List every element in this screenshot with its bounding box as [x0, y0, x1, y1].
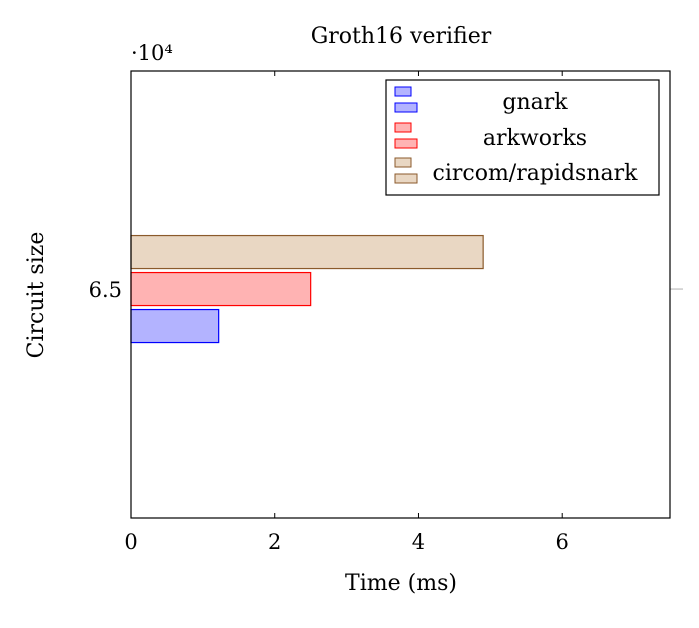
- legend-swatch-gnark: [394, 86, 412, 97]
- bar-arkworks: [130, 271, 312, 307]
- x-tick-label: 6: [556, 530, 569, 554]
- plot-frame: [130, 70, 671, 519]
- legend-swatch-arkworks: [394, 122, 412, 133]
- x-axis-label: Time (ms): [345, 571, 457, 596]
- legend-swatch-arkworks-2: [394, 138, 418, 149]
- legend-swatch-circom-rapidsnark-2: [394, 173, 418, 184]
- legend: gnark arkworks circom/rapidsnark: [385, 79, 660, 196]
- x-tick-labels: 0 2 4 6: [124, 530, 569, 554]
- bars: [130, 234, 484, 344]
- legend-swatch-gnark-2: [394, 102, 418, 113]
- legend-label-circom-rapidsnark: circom/rapidsnark: [433, 161, 639, 186]
- y-scale-label: ·10⁴: [131, 41, 173, 65]
- chart-title: Groth16 verifier: [311, 24, 492, 49]
- legend-label-gnark: gnark: [502, 90, 568, 115]
- x-tick-label: 4: [412, 530, 425, 554]
- bar-gnark: [130, 308, 220, 344]
- x-tick-label: 2: [268, 530, 281, 554]
- bar-circom-rapidsnark: [130, 234, 484, 270]
- y-axis-label: Circuit size: [24, 232, 49, 359]
- legend-box: [385, 79, 660, 196]
- y-tick-label: 6.5: [89, 278, 122, 302]
- y-tick-labels: 6.5: [89, 278, 122, 302]
- legend-label-arkworks: arkworks: [483, 126, 587, 151]
- x-tick-label: 0: [124, 530, 137, 554]
- legend-swatch-circom-rapidsnark: [394, 157, 412, 168]
